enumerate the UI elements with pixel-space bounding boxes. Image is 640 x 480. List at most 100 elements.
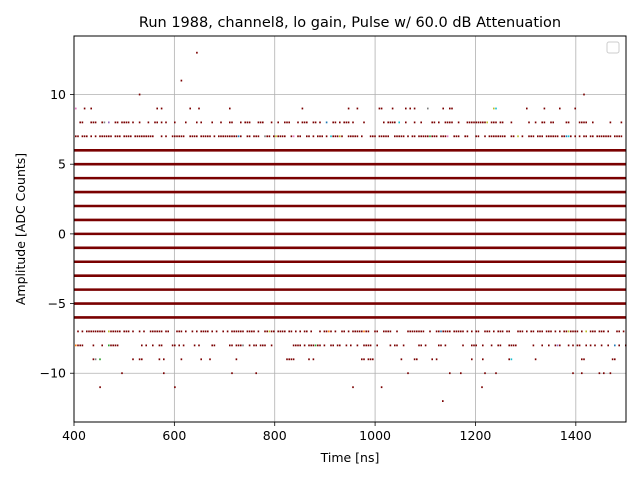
data-point <box>416 330 418 333</box>
data-point <box>361 330 363 333</box>
data-point <box>420 135 422 138</box>
data-point <box>422 330 425 333</box>
data-point <box>110 330 112 333</box>
data-point <box>482 358 484 361</box>
data-point <box>495 121 497 124</box>
data-point <box>413 358 416 361</box>
data-point <box>468 121 471 124</box>
data-point <box>585 121 587 124</box>
data-point <box>389 330 392 333</box>
data-point <box>576 344 579 347</box>
data-point <box>259 121 262 124</box>
data-point <box>103 121 106 124</box>
data-point <box>521 135 524 138</box>
data-point <box>477 330 480 333</box>
data-point <box>103 135 106 138</box>
data-point <box>308 358 310 361</box>
data-point <box>288 358 290 361</box>
data-point <box>534 358 537 361</box>
data-point <box>160 344 163 347</box>
data-point <box>609 135 612 138</box>
data-point <box>231 344 233 347</box>
data-point <box>477 121 480 124</box>
data-point <box>182 135 185 138</box>
data-point <box>363 358 365 361</box>
data-point <box>119 135 121 138</box>
data-point <box>336 344 339 347</box>
data-point <box>431 121 433 124</box>
data-point <box>611 358 614 361</box>
x-tick-label: 1200 <box>460 428 492 443</box>
data-point <box>361 358 363 361</box>
data-point <box>116 344 119 347</box>
data-point <box>273 330 275 333</box>
data-point <box>163 372 165 375</box>
data-point <box>79 121 81 124</box>
data-point <box>570 135 572 138</box>
data-point <box>420 121 422 124</box>
data-point <box>435 358 438 361</box>
data-point <box>163 358 165 361</box>
data-point <box>435 330 438 333</box>
data-point <box>510 358 513 361</box>
data-point <box>165 135 167 138</box>
data-point <box>438 121 440 124</box>
data-point <box>422 135 425 138</box>
data-point <box>541 330 543 333</box>
data-point <box>189 107 191 110</box>
data-point <box>77 135 79 138</box>
data-point <box>358 330 361 333</box>
data-point <box>508 358 510 361</box>
data-point <box>257 121 260 124</box>
data-point <box>336 135 339 138</box>
data-point <box>343 121 345 124</box>
data-point <box>471 358 473 361</box>
data-point <box>145 344 147 347</box>
data-point <box>200 330 202 333</box>
data-point <box>493 121 495 124</box>
data-point <box>303 121 306 124</box>
data-point <box>141 344 143 347</box>
data-point <box>534 121 537 124</box>
data-point <box>581 330 583 333</box>
data-point <box>391 107 394 110</box>
data-point <box>301 121 304 124</box>
data-point <box>607 135 609 138</box>
data-point <box>297 344 299 347</box>
chart-title: Run 1988, channel8, lo gain, Pulse w/ 60… <box>139 15 561 31</box>
data-point <box>156 330 158 333</box>
data-point <box>79 344 81 347</box>
data-point <box>592 135 594 138</box>
data-point <box>515 344 517 347</box>
data-point <box>455 330 458 333</box>
data-point <box>449 107 451 110</box>
data-point <box>537 135 539 138</box>
data-point <box>407 330 409 333</box>
data-point <box>215 330 218 333</box>
grid <box>73 36 626 422</box>
data-point <box>92 344 95 347</box>
data-point <box>510 135 513 138</box>
data-point <box>488 330 491 333</box>
data-point <box>605 135 607 138</box>
data-point <box>418 330 420 333</box>
data-point <box>266 330 268 333</box>
data-point <box>567 121 570 124</box>
data-point <box>110 344 112 347</box>
data-point <box>365 330 367 333</box>
data-point <box>240 344 242 347</box>
data-point <box>240 330 242 333</box>
data-point <box>165 121 167 124</box>
data-point <box>152 344 154 347</box>
x-tick-label: 600 <box>162 428 186 443</box>
data-point <box>350 344 352 347</box>
data-point <box>620 121 623 124</box>
data-point <box>352 330 354 333</box>
data-point <box>471 121 473 124</box>
data-point <box>589 135 592 138</box>
data-point <box>101 121 103 124</box>
data-point <box>110 135 112 138</box>
data-point <box>312 358 315 361</box>
data-point <box>231 135 233 138</box>
data-point <box>407 135 409 138</box>
